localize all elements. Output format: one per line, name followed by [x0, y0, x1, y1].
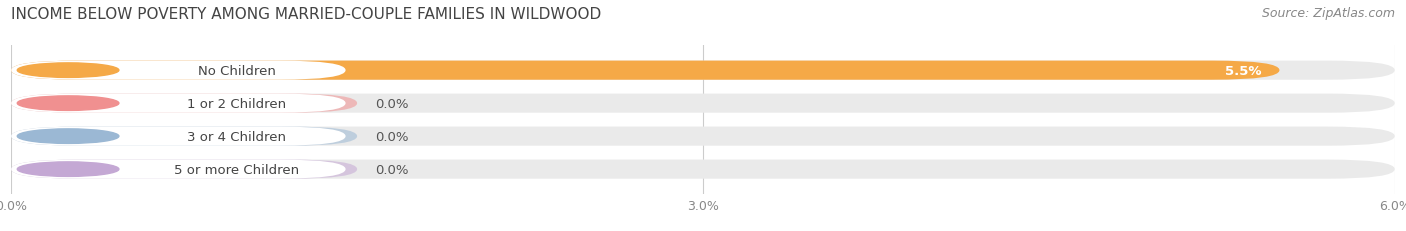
FancyBboxPatch shape: [11, 61, 1279, 80]
FancyBboxPatch shape: [11, 94, 346, 113]
Circle shape: [17, 129, 120, 144]
Text: INCOME BELOW POVERTY AMONG MARRIED-COUPLE FAMILIES IN WILDWOOD: INCOME BELOW POVERTY AMONG MARRIED-COUPL…: [11, 7, 602, 22]
FancyBboxPatch shape: [11, 94, 357, 113]
Text: 0.0%: 0.0%: [375, 130, 409, 143]
FancyBboxPatch shape: [11, 160, 346, 179]
Text: 0.0%: 0.0%: [375, 97, 409, 110]
Text: 1 or 2 Children: 1 or 2 Children: [187, 97, 287, 110]
Text: 0.0%: 0.0%: [375, 163, 409, 176]
FancyBboxPatch shape: [11, 61, 346, 80]
FancyBboxPatch shape: [11, 127, 1395, 146]
Circle shape: [17, 97, 120, 111]
FancyBboxPatch shape: [11, 61, 1395, 80]
FancyBboxPatch shape: [11, 160, 1395, 179]
Text: No Children: No Children: [198, 64, 276, 77]
Text: 5 or more Children: 5 or more Children: [174, 163, 299, 176]
Text: Source: ZipAtlas.com: Source: ZipAtlas.com: [1261, 7, 1395, 20]
FancyBboxPatch shape: [11, 127, 346, 146]
FancyBboxPatch shape: [11, 127, 357, 146]
FancyBboxPatch shape: [11, 94, 1395, 113]
Circle shape: [17, 64, 120, 78]
Circle shape: [17, 162, 120, 177]
Text: 5.5%: 5.5%: [1225, 64, 1261, 77]
Text: 3 or 4 Children: 3 or 4 Children: [187, 130, 287, 143]
FancyBboxPatch shape: [11, 160, 357, 179]
